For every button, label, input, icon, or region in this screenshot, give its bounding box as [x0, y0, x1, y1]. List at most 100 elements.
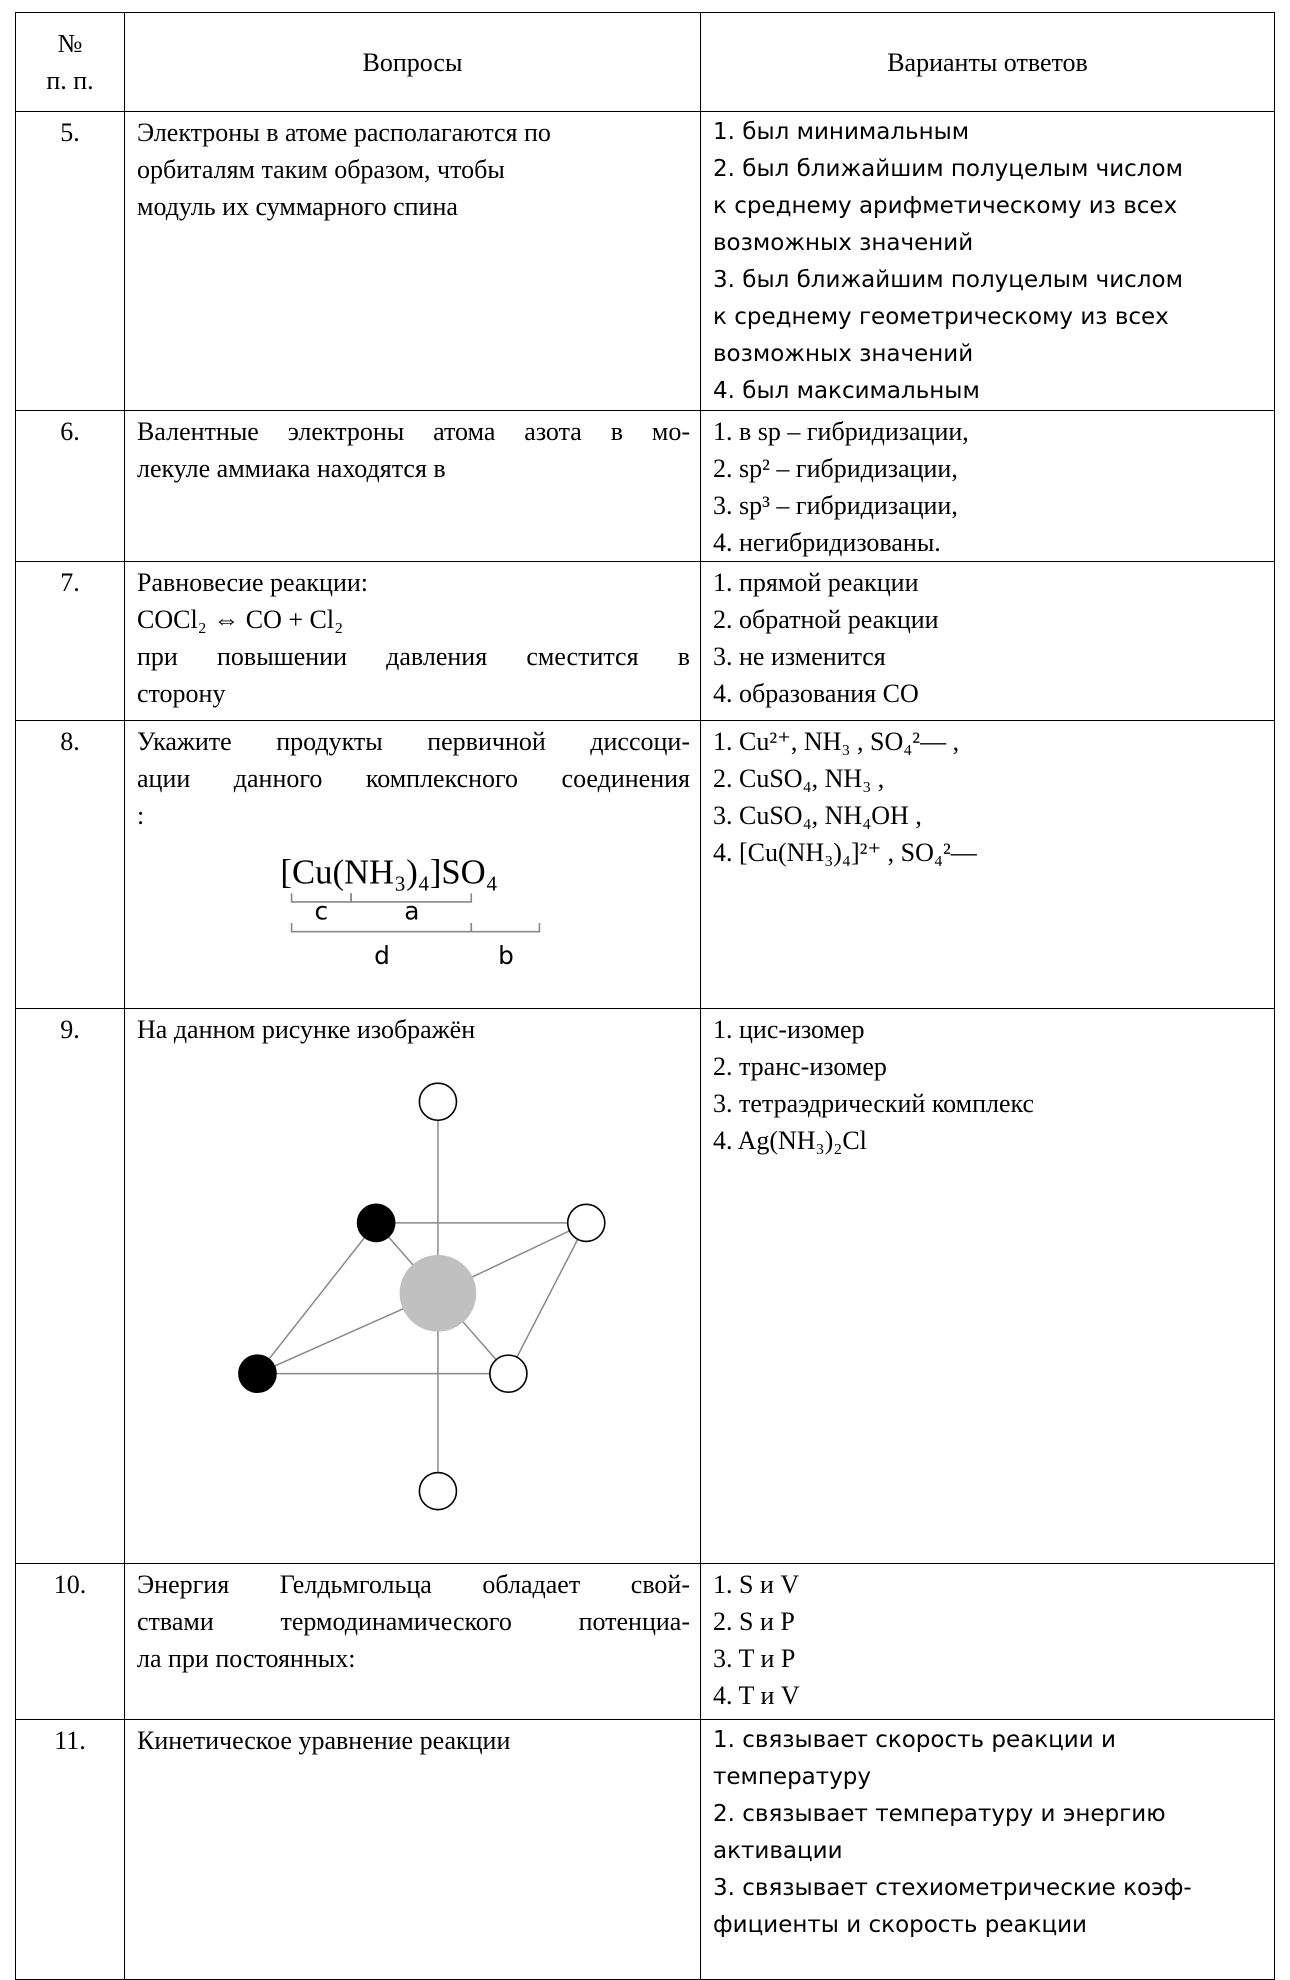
- cell-inner: 1. S и V 2. S и P 3. T и P 4. T и V: [701, 1564, 1274, 1714]
- question-cell: Кинетическое уравнение реакции: [124, 1719, 701, 1980]
- answer-line: 3. CuSO₄, NH₄OH ,: [713, 801, 922, 830]
- answer-line: температуру: [713, 1764, 872, 1790]
- brace-label: b: [498, 941, 514, 970]
- cell-inner: 8.: [16, 721, 124, 760]
- answer-line: 1. прямой реакции: [713, 568, 919, 597]
- question-line: Энергия Гелдьмгольца обладает свой-: [137, 1570, 690, 1599]
- brace: [350, 893, 473, 903]
- answer-line: 2. обратной реакции: [713, 605, 939, 634]
- answer-line: 4. негибридизованы.: [713, 528, 941, 557]
- table-row: 6. Валентные электроны атома азота в мо-л…: [15, 410, 1275, 562]
- cell-inner: 1. прямой реакции 2. обратной реакции 3. н…: [701, 562, 1274, 712]
- page: {"header": {"number": ["№", "п. п."], "q…: [15, 12, 1275, 1980]
- answer-line: 3. был ближайшим полуцелым числом: [713, 267, 1183, 293]
- answer-line: 2. был ближайшим полуцелым числом: [713, 156, 1183, 182]
- cell-inner: Кинетическое уравнение реакции: [125, 1720, 700, 1759]
- number-cell: 6.: [15, 410, 125, 562]
- table-row: 8. Укажите продукты первичной диссоци-аци…: [15, 720, 1275, 1009]
- question-line: COCl₂ ⇔ CO + Cl₂: [137, 605, 344, 634]
- cell-inner: Укажите продукты первичной диссоци-ации …: [125, 721, 700, 970]
- question-line: Укажите продукты первичной диссоци-: [137, 727, 690, 756]
- cell-inner: 10.: [16, 1564, 124, 1603]
- cell-inner: Энергия Гелдьмгольца обладает свой-ствам…: [125, 1564, 700, 1677]
- answer-line: возможных значений: [713, 230, 974, 256]
- cell-inner: 11.: [16, 1720, 124, 1759]
- cell-inner: 1. в sp – гибридизации, 2. sp² – гибридиз…: [701, 411, 1274, 561]
- answer-line: 1. был минимальным: [713, 119, 970, 145]
- answer-line: 3. не изменится: [713, 642, 886, 671]
- row-number: 9.: [60, 1015, 80, 1044]
- answer-line: 1. связывает скорость реакции и: [713, 1727, 1116, 1753]
- question-cell: На данном рисунке изображён: [124, 1008, 701, 1564]
- cell-inner: На данном рисунке изображён: [125, 1009, 700, 1511]
- number-cell: 11.: [15, 1719, 125, 1980]
- header-text: Варианты ответов: [887, 47, 1088, 77]
- cell-inner: 1. был минимальным 2. был ближайшим полуц…: [701, 112, 1274, 410]
- table-row: 9. На данном рисунке изображён 1. цис-изо…: [15, 1008, 1275, 1564]
- row-number: 7.: [60, 568, 80, 597]
- table-body: 5. Электроны в атоме располагаются по орби…: [15, 111, 1275, 1980]
- question-cell: Энергия Гелдьмгольца обладает свой-ствам…: [124, 1563, 701, 1720]
- question-cell: Равновесие реакции: COCl₂ ⇔ CO + Cl₂ при п…: [124, 561, 701, 721]
- answer-line: к среднему арифметическому из всех: [713, 193, 1178, 219]
- header-row: № п. п. Вопросы Варианты ответов: [15, 12, 1275, 112]
- answer-line: возможных значений: [713, 341, 974, 367]
- row-number: 10.: [53, 1570, 87, 1599]
- cell-inner: Валентные электроны атома азота в мо-лек…: [125, 411, 700, 487]
- table-row: 10. Энергия Гелдьмгольца обладает свой-ст…: [15, 1563, 1275, 1720]
- octahedron-figure: [238, 1082, 606, 1511]
- question-cell: Электроны в атоме располагаются по орбита…: [124, 111, 701, 411]
- formula: [Cu(NH₃)₄]SO₄: [280, 852, 497, 891]
- answers-cell: 1. прямой реакции 2. обратной реакции 3. н…: [700, 561, 1275, 721]
- header-cell: Вопросы: [124, 12, 701, 112]
- question-line: ствами термодинамического потенциа-: [137, 1607, 690, 1636]
- question-line: ации данного комплексного соединения: [137, 764, 690, 793]
- answer-line: к среднему геометрическому из всех: [713, 304, 1169, 330]
- cell-inner: 5.: [16, 112, 124, 151]
- questions-table: № п. п. Вопросы Варианты ответов 5. Элект…: [15, 12, 1275, 1980]
- header-cell: № п. п.: [15, 12, 125, 112]
- question-line: Кинетическое уравнение реакции: [137, 1726, 511, 1755]
- question-line: орбиталям таким образом, чтобы: [137, 155, 505, 184]
- answer-line: 4. Ag(NH₃)₂Cl: [713, 1126, 867, 1155]
- answers-cell: 1. был минимальным 2. был ближайшим полуц…: [700, 111, 1275, 411]
- cell-inner: Равновесие реакции: COCl₂ ⇔ CO + Cl₂ при п…: [125, 562, 700, 712]
- header-text: №: [57, 29, 83, 58]
- question-cell: Укажите продукты первичной диссоци-ации …: [124, 720, 701, 1009]
- answers-cell: 1. связывает скорость реакции и температу…: [700, 1719, 1275, 1980]
- header-text: п. п.: [46, 66, 94, 95]
- question-line: модуль их суммарного спина: [137, 192, 458, 221]
- answer-line: 1. S и V: [713, 1570, 800, 1599]
- row-number: 8.: [60, 727, 80, 756]
- answer-line: 1. цис-изомер: [713, 1015, 865, 1044]
- answer-line: 2. sp² – гибридизации,: [713, 454, 958, 483]
- answer-line: 3. T и P: [713, 1644, 796, 1673]
- number-cell: 5.: [15, 111, 125, 411]
- answer-line: 1. Cu²⁺, NH₃ , SO₄²— ,: [713, 727, 960, 756]
- question-cell: Валентные электроны атома азота в мо-лек…: [124, 410, 701, 562]
- answer-line: 4. T и V: [713, 1681, 800, 1710]
- number-cell: 7.: [15, 561, 125, 721]
- answer-line: 2. S и P: [713, 1607, 795, 1636]
- question-line: ла при постоянных:: [137, 1644, 356, 1673]
- question-line: :: [137, 801, 145, 830]
- number-cell: 8.: [15, 720, 125, 1009]
- answers-cell: 1. цис-изомер 2. транс-изомер 3. тетраэдри…: [700, 1008, 1275, 1564]
- answer-line: 1. в sp – гибридизации,: [713, 417, 969, 446]
- question-line: Валентные электроны атома азота в мо-: [137, 417, 690, 446]
- answer-line: 3. тетраэдрический комплекс: [713, 1089, 1035, 1118]
- table-row: 7. Равновесие реакции: COCl₂ ⇔ CO + Cl₂ при…: [15, 561, 1275, 721]
- cell-inner: 9.: [16, 1009, 124, 1048]
- row-number: 5.: [60, 118, 80, 147]
- row-number: 11.: [54, 1726, 86, 1755]
- answer-line: 4. был максимальным: [713, 378, 980, 404]
- number-cell: 9.: [15, 1008, 125, 1564]
- cell-inner: 1. цис-изомер 2. транс-изомер 3. тетраэдри…: [701, 1009, 1274, 1159]
- answer-line: 4. [Cu(NH₃)₄]²⁺ , SO₄²—: [713, 838, 977, 867]
- question-line: На данном рисунке изображён: [137, 1015, 476, 1044]
- brace-label: c: [315, 896, 329, 925]
- brace-label: d: [374, 941, 390, 970]
- formula-figure: [Cu(NH₃)₄]SO₄ c ad b: [280, 852, 541, 970]
- cell-inner: 1. Cu²⁺, NH₃ , SO₄²— , 2. CuSO₄, NH₃ , 3. …: [701, 721, 1274, 871]
- brace-label: a: [404, 896, 419, 925]
